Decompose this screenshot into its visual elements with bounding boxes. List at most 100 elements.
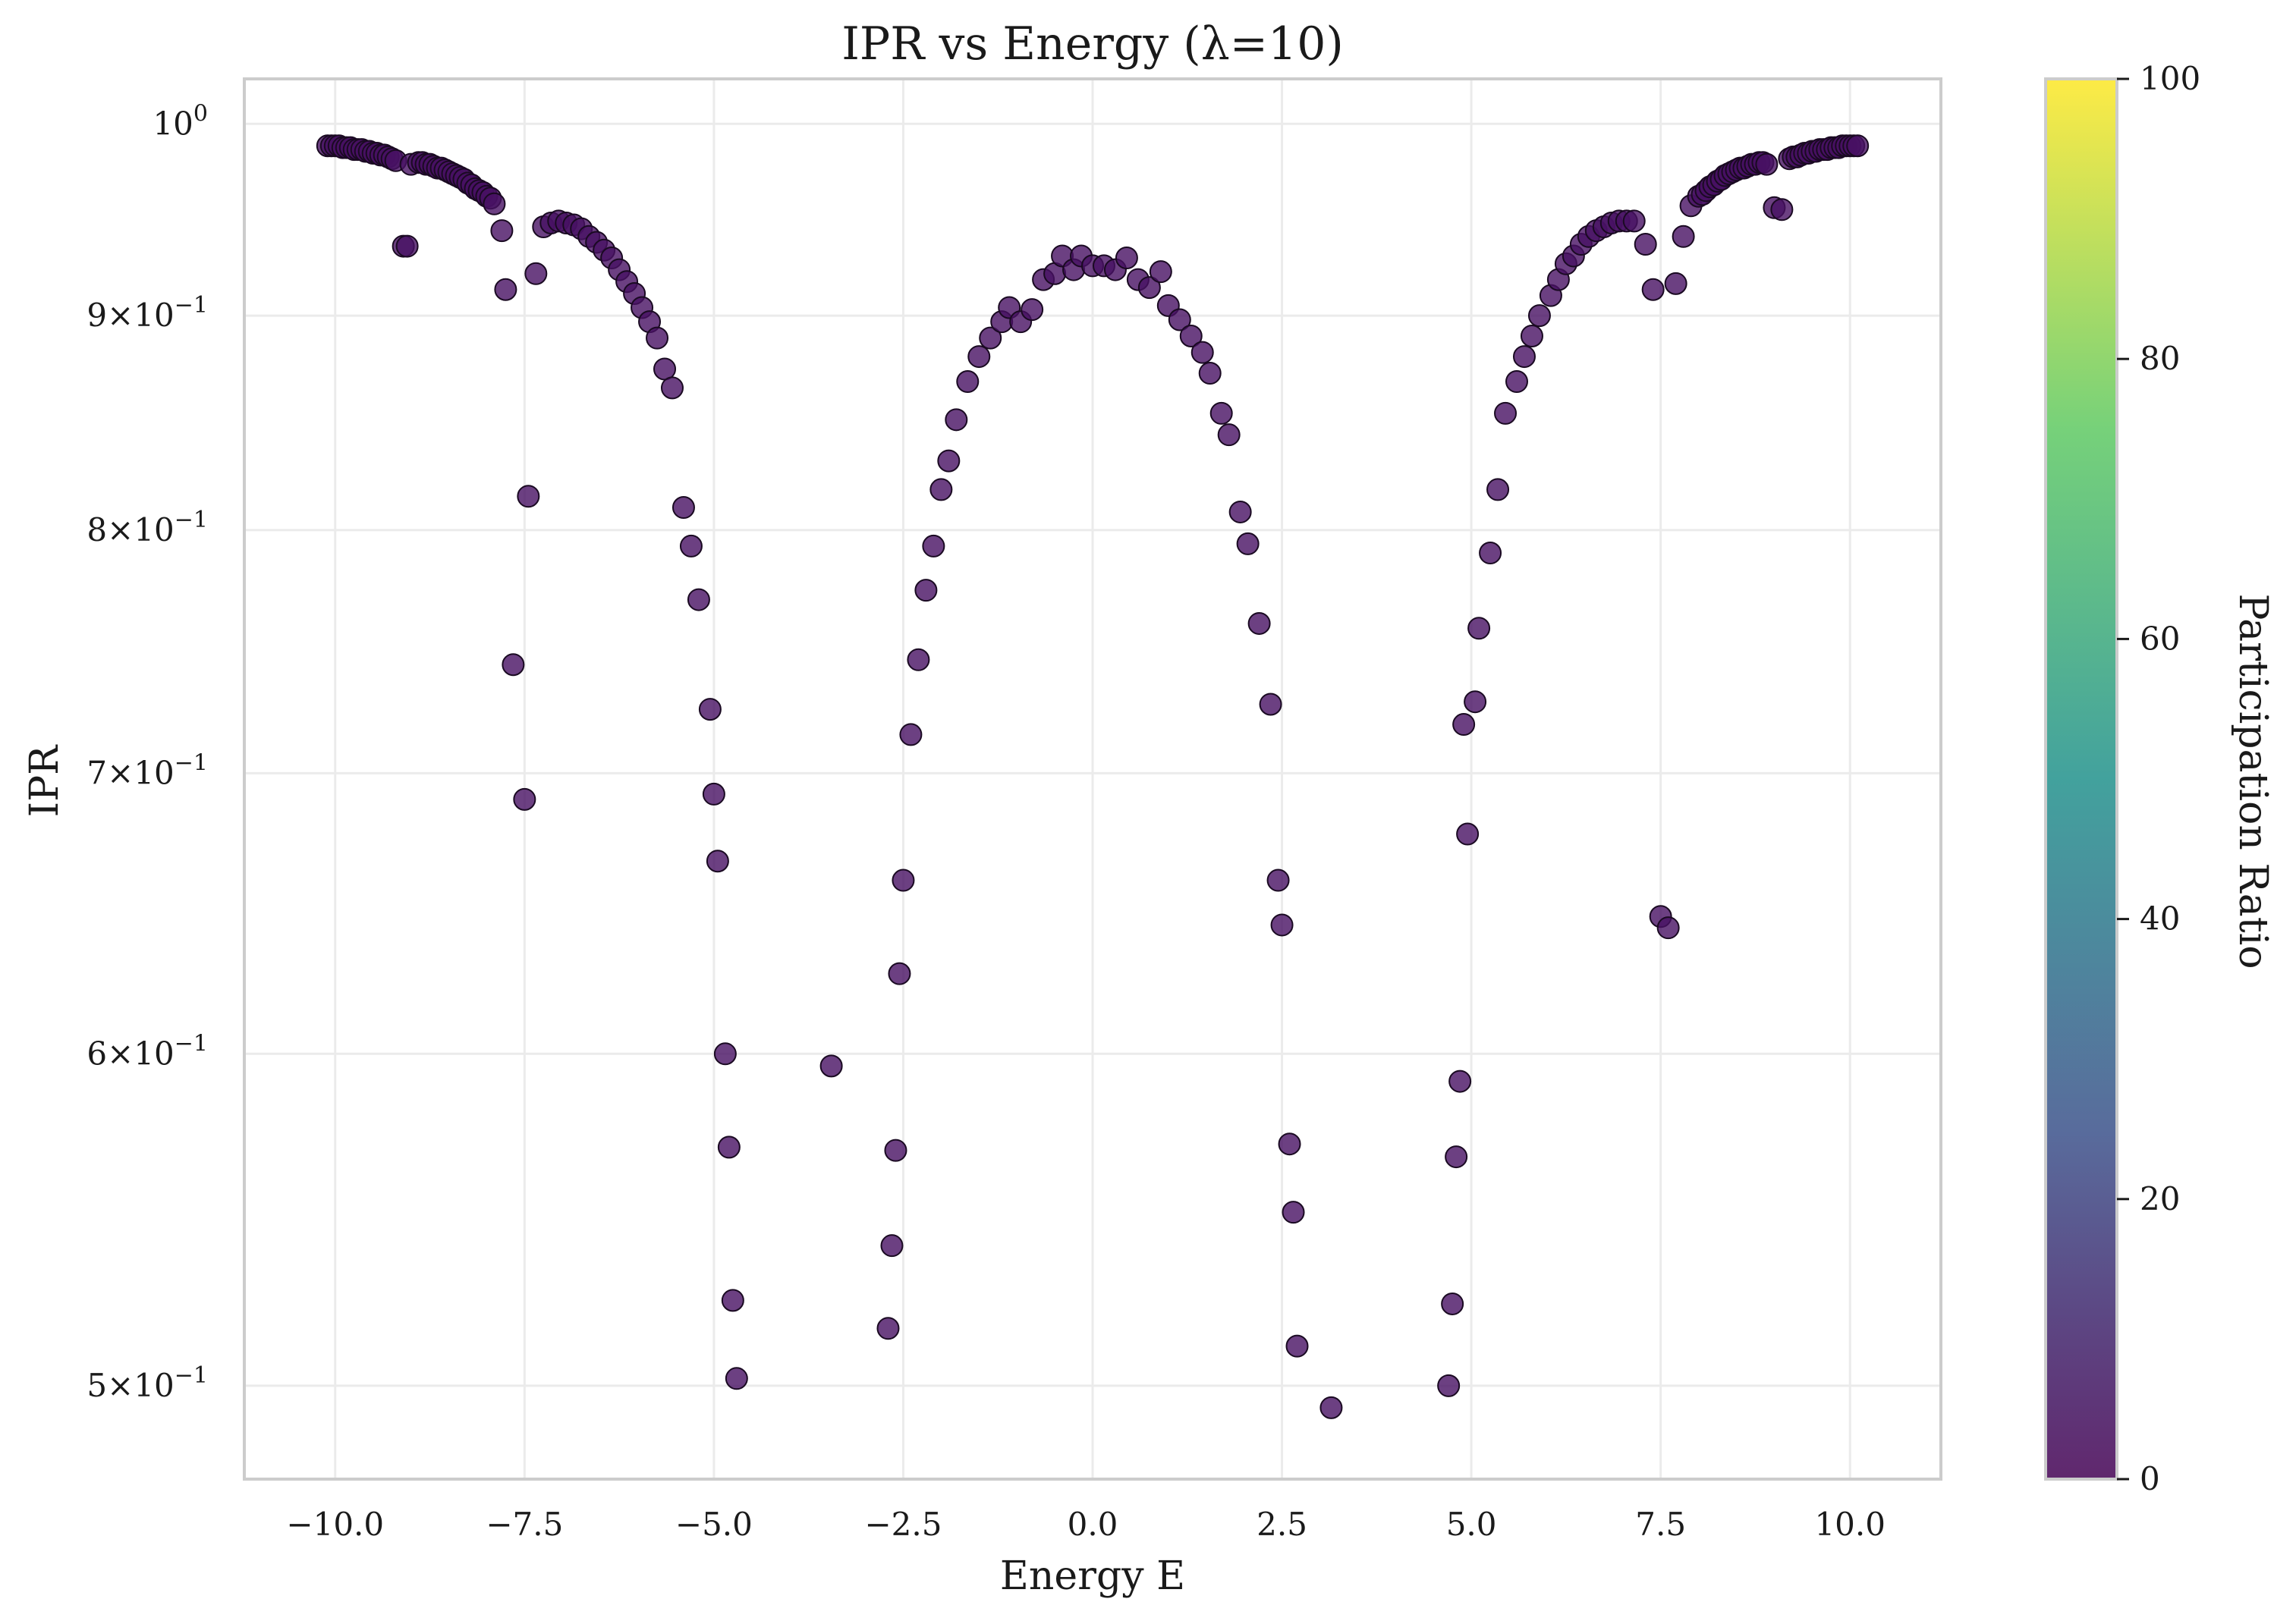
scatter-point	[706, 850, 729, 873]
x-axis-ticks: −10.0 −7.5 −5.0 −2.5 0.0 2.5 5.0 7.5 10.0	[286, 1506, 1886, 1543]
scatter-point	[899, 723, 923, 746]
scatter-point	[1520, 324, 1543, 347]
scatter-point	[1494, 401, 1518, 425]
scatter-point	[713, 1042, 737, 1066]
scatter-point	[702, 782, 725, 806]
scatter-point	[967, 345, 991, 369]
scatter-point	[929, 478, 953, 501]
scatter-point	[721, 1289, 744, 1312]
scatter-point	[490, 219, 514, 243]
scatter-point	[1137, 276, 1161, 300]
scatter-point	[725, 1367, 748, 1390]
scatter-point	[1179, 324, 1203, 347]
scatter-point	[1527, 304, 1551, 328]
x-tick-label: −10.0	[286, 1506, 384, 1543]
scatter-point	[888, 962, 911, 985]
scatter-point	[524, 262, 548, 285]
scatter-point	[1115, 247, 1138, 270]
x-tick-label: −2.5	[864, 1506, 942, 1543]
y-axis-ticks: 100 9×10−1 8×10−1 7×10−1 6×10−1 5×10−1	[86, 100, 208, 1404]
scatter-point	[1622, 209, 1646, 233]
scatter-point	[1755, 152, 1779, 176]
scatter-point	[1259, 693, 1282, 716]
scatter-point	[1456, 822, 1480, 846]
scatter-point	[653, 357, 677, 381]
scatter-point	[646, 326, 669, 350]
y-tick-label: 5×10−1	[86, 1362, 208, 1404]
colorbar-tick-label: 60	[2140, 620, 2180, 657]
scatter-point	[907, 648, 930, 671]
scatter-point	[687, 588, 710, 611]
scatter-point	[1464, 690, 1487, 714]
x-tick-label: 5.0	[1446, 1506, 1497, 1543]
scatter-point	[1319, 1396, 1343, 1419]
scatter-point	[1278, 1132, 1301, 1156]
colorbar-tick-label: 80	[2140, 340, 2180, 377]
scatter-point	[876, 1317, 900, 1340]
scatter-point	[513, 787, 536, 811]
scatter-point	[483, 192, 506, 215]
scatter-point	[1448, 1070, 1472, 1093]
scatter-point	[979, 326, 1002, 350]
x-tick-label: 7.5	[1635, 1506, 1686, 1543]
scatter-point	[1247, 611, 1271, 635]
y-axis-label: IPR	[22, 744, 68, 818]
scatter-point	[1486, 478, 1510, 501]
colorbar-tick-label: 0	[2140, 1460, 2160, 1497]
x-axis-label: Energy E	[1000, 1553, 1185, 1599]
scatter-point	[1168, 308, 1191, 331]
scatter-point	[502, 653, 525, 677]
scatter-point	[1479, 542, 1502, 565]
colorbar-tick-label: 40	[2140, 900, 2180, 938]
colorbar-frame	[2044, 77, 2118, 1481]
scatter-point	[660, 376, 684, 400]
x-tick-label: 0.0	[1068, 1506, 1118, 1543]
scatter-point	[1021, 298, 1044, 322]
scatter-point	[945, 408, 968, 432]
scatter-point	[1467, 617, 1491, 640]
scatter-point	[937, 449, 961, 473]
y-tick-label: 6×10−1	[86, 1030, 208, 1072]
scatter-point	[1634, 233, 1657, 256]
x-tick-label: −5.0	[675, 1506, 753, 1543]
scatter-points	[316, 134, 1870, 1419]
scatter-point	[884, 1139, 907, 1162]
scatter-point	[1236, 532, 1260, 555]
scatter-point	[914, 579, 938, 602]
scatter-point	[1270, 913, 1294, 937]
scatter-point	[956, 370, 980, 394]
scatter-point	[494, 278, 517, 301]
scatter-point	[679, 534, 703, 558]
scatter-point	[1441, 1292, 1464, 1315]
colorbar	[2046, 79, 2117, 1479]
scatter-point	[1672, 225, 1695, 248]
scatter-point	[1641, 278, 1665, 301]
scatter-point	[1190, 341, 1214, 364]
x-tick-label: 10.0	[1814, 1506, 1886, 1543]
scatter-point	[1770, 198, 1794, 221]
y-tick-label: 7×10−1	[86, 749, 208, 791]
scatter-point	[1656, 916, 1680, 940]
scatter-point	[1266, 869, 1290, 892]
scatter-point	[1452, 713, 1476, 737]
scatter-point	[672, 496, 695, 520]
scatter-point	[892, 869, 915, 892]
scatter-point	[1664, 272, 1687, 295]
scatter-point	[395, 234, 419, 258]
scatter-point	[1217, 423, 1241, 447]
scatter-point	[717, 1136, 741, 1159]
chart-title: IPR vs Energy (λ=10)	[841, 17, 1344, 71]
colorbar-tick-label: 20	[2140, 1180, 2180, 1217]
scatter-point	[1505, 370, 1528, 394]
y-tick-label: 8×10−1	[86, 507, 208, 548]
scatter-point	[1512, 345, 1536, 369]
scatter-point	[1209, 401, 1233, 425]
grid	[244, 79, 1941, 1479]
scatter-point	[880, 1234, 904, 1258]
scatter-point	[1149, 260, 1172, 284]
scatter-point	[1846, 134, 1870, 158]
colorbar-tick-label: 100	[2140, 60, 2200, 97]
scatter-point	[1285, 1334, 1309, 1358]
scatter-point	[1198, 361, 1222, 385]
